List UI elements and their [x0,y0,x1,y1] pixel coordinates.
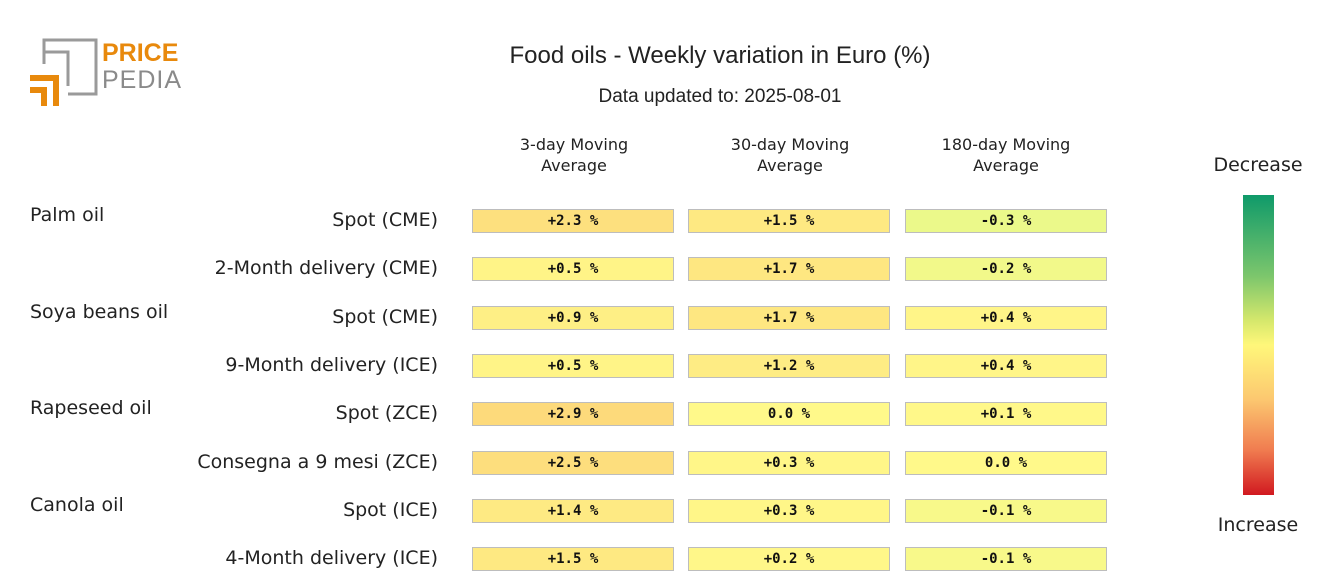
group-label: Palm oil [30,204,105,226]
heatmap-cell: +0.4 % [905,305,1107,330]
heatmap-cell: +2.5 % [472,450,674,475]
legend-label-decrease: Decrease [1213,154,1303,176]
column-header: 3-day Moving Average [519,135,629,175]
logo-text-pedia: PEDIA [102,66,183,94]
column-header: 30-day Moving Average [730,135,850,175]
heatmap-cell: -0.3 % [905,209,1107,233]
heatmap-cell: +1.4 % [472,498,674,523]
legend-color-scale [1243,195,1274,495]
heatmap-cell: +0.3 % [688,450,890,475]
heatmap-cell: +1.5 % [472,547,674,571]
heatmap-cell: +2.3 % [472,209,674,233]
heatmap-cell: -0.1 % [905,498,1107,523]
pricepedia-logo: PRICE PEDIA [30,38,190,110]
group-label: Rapeseed oil [30,397,152,420]
row-label: Spot (ZCE) [335,402,438,425]
heatmap-cell: +0.2 % [688,547,890,571]
heatmap-cell: +2.9 % [472,402,674,427]
row-label: Spot (ICE) [343,498,438,521]
heatmap-cell: 0.0 % [688,402,890,427]
row-label: 2-Month delivery (CME) [214,257,438,280]
heatmap-cell: 0.0 % [905,450,1107,475]
heatmap-cell: -0.2 % [905,257,1107,282]
heatmap-cell: +0.5 % [472,257,674,282]
logo-text-price: PRICE [102,39,179,67]
column-header: 180-day Moving Average [941,135,1071,175]
row-label: 4-Month delivery (ICE) [225,547,438,570]
heatmap-cell: +1.7 % [688,305,890,330]
chart-subtitle: Data updated to: 2025-08-01 [598,86,842,107]
row-label: Spot (CME) [332,305,438,328]
row-label: Spot (CME) [332,209,438,231]
heatmap-cell: +1.2 % [688,353,890,378]
heatmap-cell: +1.7 % [688,257,890,282]
legend-label-increase: Increase [1217,514,1299,536]
heatmap-cell: +0.4 % [905,353,1107,378]
heatmap-cell: +0.3 % [688,498,890,523]
row-label: 9-Month delivery (ICE) [225,353,438,376]
heatmap-cell: -0.1 % [905,547,1107,571]
heatmap-cell: +0.9 % [472,305,674,330]
group-label: Canola oil [30,493,124,516]
group-label: Soya beans oil [30,300,169,323]
row-label: Consegna a 9 mesi (ZCE) [197,450,438,473]
heatmap-cell: +0.5 % [472,353,674,378]
heatmap-cell: +1.5 % [688,209,890,233]
chart-title: Food oils - Weekly variation in Euro (%) [509,42,931,69]
heatmap-cell: +0.1 % [905,402,1107,427]
logo-mark [30,38,98,106]
